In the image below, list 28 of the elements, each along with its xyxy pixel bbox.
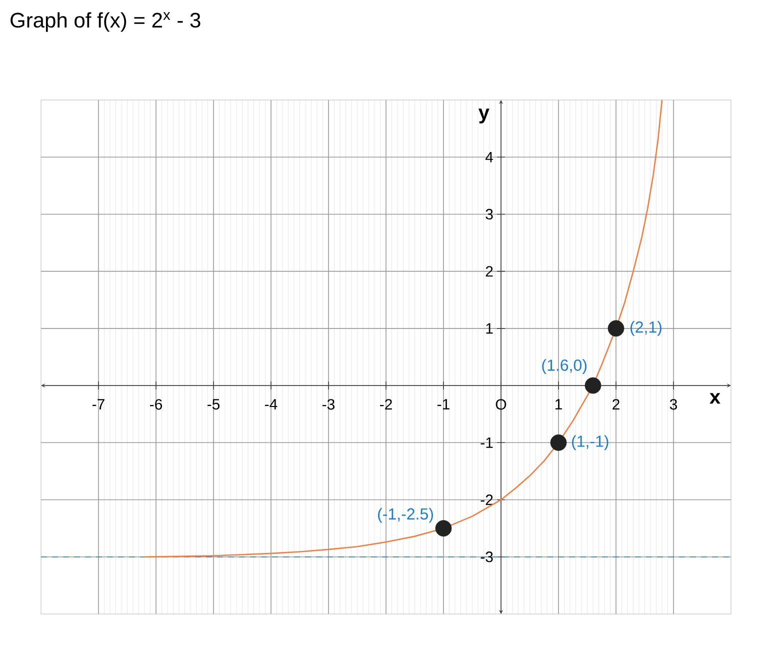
y-tick-label: 2 [486, 266, 493, 277]
x-tick-label: 3 [670, 399, 678, 410]
point [608, 320, 624, 337]
x-tick-label: -5 [207, 399, 220, 410]
y-tick-label: -2 [480, 494, 493, 505]
x-tick-label: -3 [322, 399, 335, 410]
x-tick-label: 1 [555, 399, 562, 410]
chart-title: Graph of f(x) = 2$^{x}$ - 3 [10, 12, 200, 32]
y-tick-label: -1 [480, 437, 493, 448]
x-tick-label: -4 [264, 399, 278, 410]
y-tick-label: 3 [486, 208, 493, 220]
y-tick-label: -3 [480, 552, 493, 562]
y-tick-label: 1 [486, 323, 493, 334]
annotation: (-1,-2.5) [378, 508, 433, 523]
x-tick-label: -1 [437, 399, 450, 410]
x-tick-label: -6 [150, 399, 162, 410]
x-tick-label: 2 [612, 399, 620, 410]
y-axis-title: y [478, 108, 490, 124]
y-tick-label: 4 [485, 152, 494, 162]
point [550, 434, 567, 451]
x-tick-label: -2 [380, 399, 392, 410]
x-axis-title: x [710, 393, 720, 404]
x-tick-label: -7 [92, 399, 104, 410]
annotation: (1.6,0) [542, 359, 586, 374]
point [435, 520, 452, 537]
annotation: (2,1) [630, 320, 662, 336]
point [584, 377, 602, 394]
annotation: (1,-1) [572, 435, 608, 450]
